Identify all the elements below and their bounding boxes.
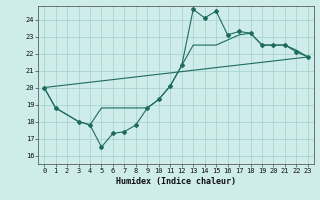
- X-axis label: Humidex (Indice chaleur): Humidex (Indice chaleur): [116, 177, 236, 186]
